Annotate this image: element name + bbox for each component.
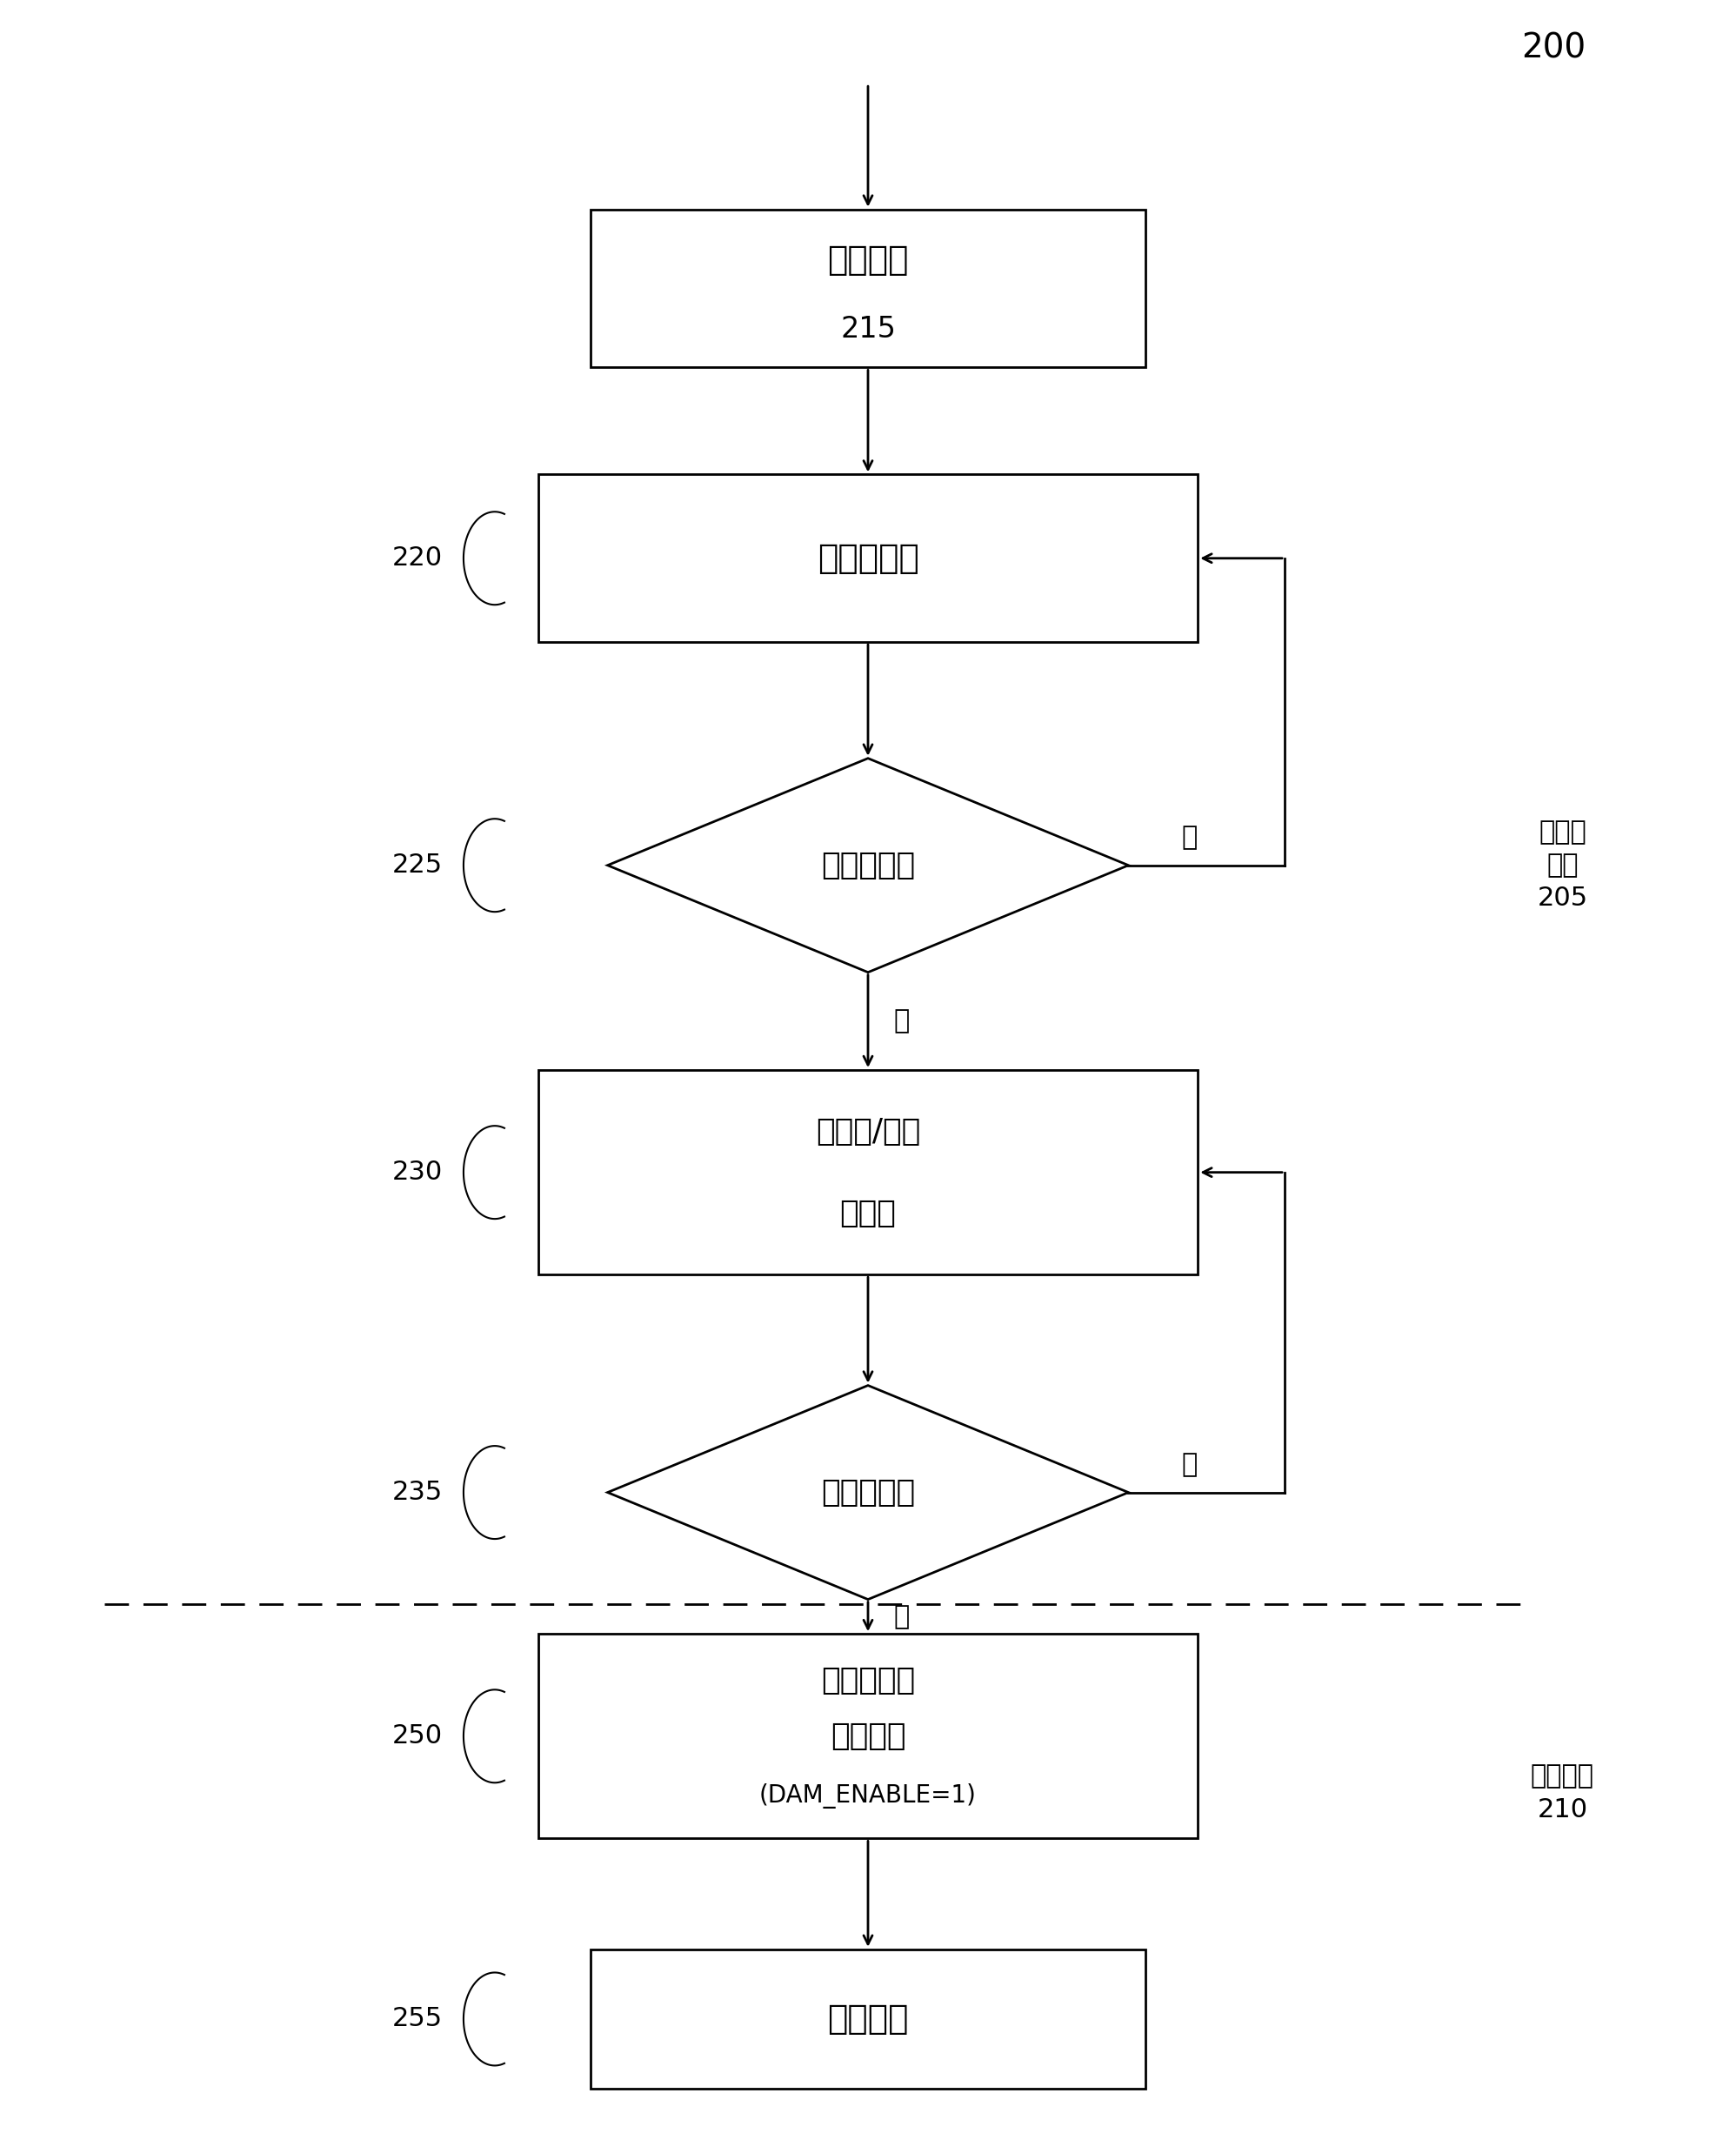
Bar (590, 210, 1146, 368)
Text: 同步每一道: 同步每一道 (818, 541, 918, 576)
Text: 是: 是 (894, 1008, 910, 1034)
Polygon shape (608, 1385, 1128, 1599)
Text: 传输数据: 传输数据 (828, 2003, 908, 2035)
Text: (DAM_ENABLE=1): (DAM_ENABLE=1) (759, 1783, 977, 1808)
Text: 接通电源: 接通电源 (828, 244, 908, 276)
Bar (538, 1070, 1198, 1275)
Text: 255: 255 (392, 2007, 443, 2031)
Text: 225: 225 (392, 852, 443, 877)
Text: 去偏差/对齐: 去偏差/对齐 (816, 1117, 920, 1147)
Text: 获得对齐？: 获得对齐？ (821, 1477, 915, 1507)
Text: 200: 200 (1521, 32, 1587, 64)
Text: 250: 250 (392, 1723, 443, 1748)
Text: 获得同步？: 获得同步？ (821, 850, 915, 880)
Text: 是: 是 (894, 1605, 910, 1629)
Text: 215: 215 (840, 315, 896, 345)
Polygon shape (608, 758, 1128, 972)
Text: 初始化
阶段
205: 初始化 阶段 205 (1536, 820, 1588, 912)
Text: 否: 否 (1180, 824, 1198, 850)
Text: 220: 220 (392, 546, 443, 571)
Text: 启用数据不: 启用数据不 (821, 1665, 915, 1695)
Bar (590, 1950, 1146, 2089)
Bar (538, 475, 1198, 642)
Text: 235: 235 (392, 1479, 443, 1504)
Text: 运行阶段
210: 运行阶段 210 (1531, 1763, 1594, 1821)
Text: 否: 否 (1180, 1451, 1198, 1477)
Text: 230: 230 (392, 1160, 443, 1186)
Text: 每一道: 每一道 (840, 1198, 896, 1228)
Text: 可知模式: 可知模式 (830, 1721, 906, 1751)
Bar (538, 1633, 1198, 1838)
